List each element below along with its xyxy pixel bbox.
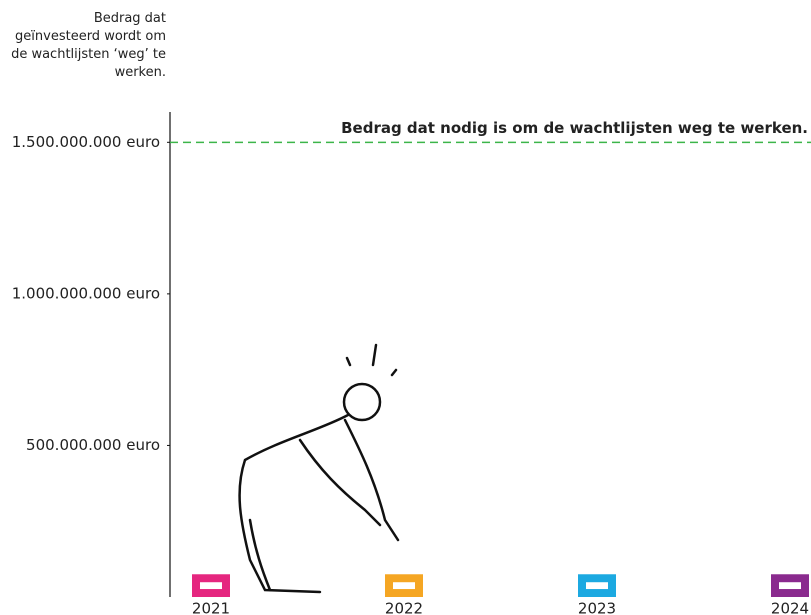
reference-label: Bedrag dat nodig is om de wachtlijsten w… <box>341 119 808 137</box>
x-tick-label: 2024 <box>771 600 809 615</box>
x-tick-label: 2022 <box>385 600 423 615</box>
page: {"chart_data": {"type": "bar", "y_label"… <box>0 0 811 615</box>
bar-inner <box>200 582 222 589</box>
bar-inner <box>586 582 608 589</box>
illustration <box>240 345 398 592</box>
chart: 500.000.000 euro 1.000.000.000 euro 1.500.… <box>0 0 811 615</box>
y-tick-label: 500.000.000 euro <box>26 436 160 454</box>
y-tick-label: 1.500.000.000 euro <box>12 133 160 151</box>
bar-inner <box>393 582 415 589</box>
x-tick-label: 2021 <box>192 600 230 615</box>
bar-inner <box>779 582 801 589</box>
y-tick-label: 1.000.000.000 euro <box>12 284 160 302</box>
x-tick-label: 2023 <box>578 600 616 615</box>
